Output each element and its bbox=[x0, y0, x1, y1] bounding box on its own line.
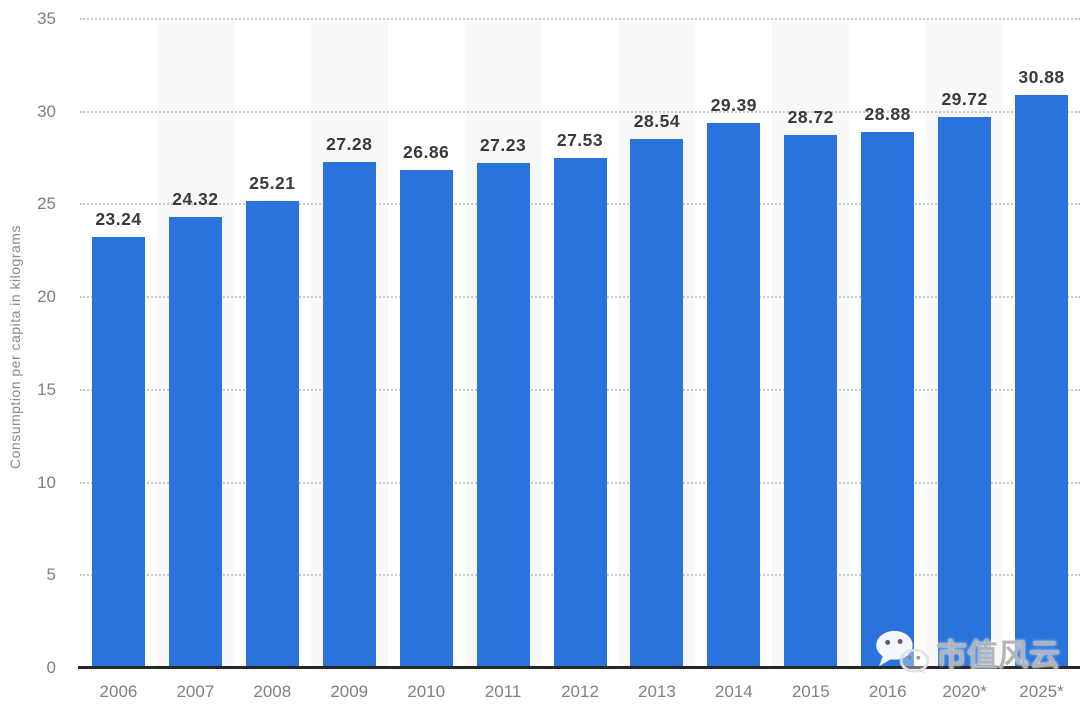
bar-value-label: 26.86 bbox=[403, 141, 450, 162]
bar-2007[interactable] bbox=[168, 217, 222, 668]
x-tick-label: 2020* bbox=[942, 682, 987, 701]
bar-value-label: 28.88 bbox=[864, 104, 911, 125]
bar-value-label: 29.72 bbox=[941, 88, 988, 109]
bar-2013[interactable] bbox=[630, 138, 684, 668]
x-tick-label: 2025* bbox=[1019, 682, 1064, 701]
bar-value-label: 28.54 bbox=[633, 110, 681, 131]
bar-2014[interactable] bbox=[707, 123, 761, 668]
bar-value-label: 29.39 bbox=[710, 95, 757, 116]
y-tick-label: 30 bbox=[37, 101, 56, 121]
bar-value-label: 28.72 bbox=[787, 107, 834, 128]
y-tick-label: 35 bbox=[37, 9, 56, 28]
y-tick-label: 20 bbox=[37, 287, 56, 307]
bar-2010[interactable] bbox=[399, 169, 453, 668]
bar-2011[interactable] bbox=[476, 163, 530, 668]
x-tick-label: 2016 bbox=[868, 682, 907, 701]
bar-value-label: 23.24 bbox=[95, 209, 142, 230]
bar-value-label: 27.28 bbox=[326, 134, 373, 155]
bar-value-label: 30.88 bbox=[1018, 67, 1065, 88]
x-tick-label: 2013 bbox=[638, 682, 676, 701]
x-tick-label: 2008 bbox=[253, 682, 292, 701]
bar-value-label: 27.23 bbox=[479, 135, 527, 156]
x-tick-label: 2009 bbox=[330, 682, 369, 701]
x-tick-label: 2010 bbox=[407, 682, 446, 701]
bar-2006[interactable] bbox=[91, 237, 145, 668]
bar-2009[interactable] bbox=[322, 162, 376, 668]
bar-2016[interactable] bbox=[861, 132, 915, 668]
bar-2020*[interactable] bbox=[938, 116, 992, 668]
bar-2015[interactable] bbox=[784, 135, 838, 668]
x-tick-label: 2012 bbox=[561, 682, 599, 701]
grid-line bbox=[80, 18, 1080, 20]
y-tick-label: 10 bbox=[37, 472, 56, 492]
y-tick-label: 5 bbox=[46, 565, 56, 585]
grid-line bbox=[80, 110, 1080, 113]
x-tick-label: 2007 bbox=[176, 682, 215, 701]
x-axis-line bbox=[78, 666, 1080, 669]
bar-2008[interactable] bbox=[245, 200, 299, 668]
y-axis-title: Consumption per capita in kilograms bbox=[7, 225, 23, 469]
bar-value-label: 25.21 bbox=[249, 172, 296, 193]
bar-2025*[interactable] bbox=[1015, 95, 1069, 668]
bar-value-label: 24.32 bbox=[172, 189, 219, 210]
x-tick-label: 2006 bbox=[99, 682, 138, 701]
x-tick-label: 2011 bbox=[484, 682, 522, 701]
y-tick-label: 25 bbox=[37, 194, 56, 214]
y-tick-label: 0 bbox=[46, 658, 56, 677]
y-tick-label: 15 bbox=[37, 379, 56, 399]
x-tick-label: 2014 bbox=[714, 682, 753, 701]
bar-value-label: 27.53 bbox=[556, 129, 604, 150]
bar-2012[interactable] bbox=[553, 157, 607, 668]
x-tick-label: 2015 bbox=[791, 682, 830, 701]
